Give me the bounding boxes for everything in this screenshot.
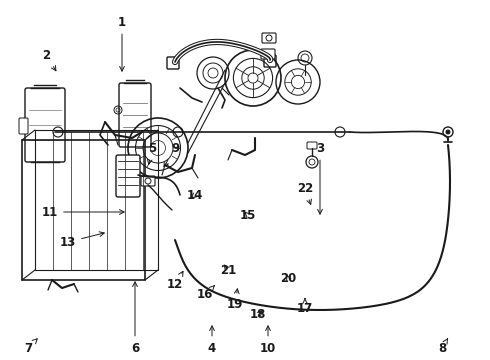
Text: 3: 3 — [316, 141, 324, 214]
Text: 4: 4 — [208, 326, 216, 355]
Text: 14: 14 — [187, 189, 203, 202]
Text: 15: 15 — [240, 208, 256, 221]
Text: 18: 18 — [250, 309, 266, 321]
FancyBboxPatch shape — [307, 142, 317, 149]
FancyBboxPatch shape — [119, 83, 151, 147]
FancyBboxPatch shape — [261, 49, 275, 59]
Text: 13: 13 — [60, 232, 104, 248]
Text: 8: 8 — [438, 339, 448, 355]
FancyBboxPatch shape — [25, 88, 65, 162]
Text: 20: 20 — [280, 271, 296, 284]
FancyBboxPatch shape — [19, 118, 28, 134]
Text: 22: 22 — [297, 181, 313, 204]
Circle shape — [446, 130, 450, 134]
Text: 5: 5 — [147, 141, 156, 164]
FancyBboxPatch shape — [262, 33, 276, 43]
Text: 6: 6 — [131, 282, 139, 355]
Text: 10: 10 — [260, 326, 276, 355]
Text: 12: 12 — [167, 271, 183, 292]
Text: 2: 2 — [42, 49, 56, 71]
Text: 11: 11 — [42, 206, 124, 219]
FancyBboxPatch shape — [116, 155, 140, 197]
Text: 16: 16 — [197, 285, 215, 302]
Text: 19: 19 — [227, 289, 243, 311]
Text: 17: 17 — [297, 298, 313, 315]
FancyBboxPatch shape — [167, 57, 179, 69]
FancyBboxPatch shape — [264, 55, 276, 67]
Text: 21: 21 — [220, 264, 236, 276]
Text: 9: 9 — [164, 141, 179, 167]
Text: 7: 7 — [24, 339, 37, 355]
FancyBboxPatch shape — [141, 176, 155, 186]
Text: 1: 1 — [118, 15, 126, 71]
